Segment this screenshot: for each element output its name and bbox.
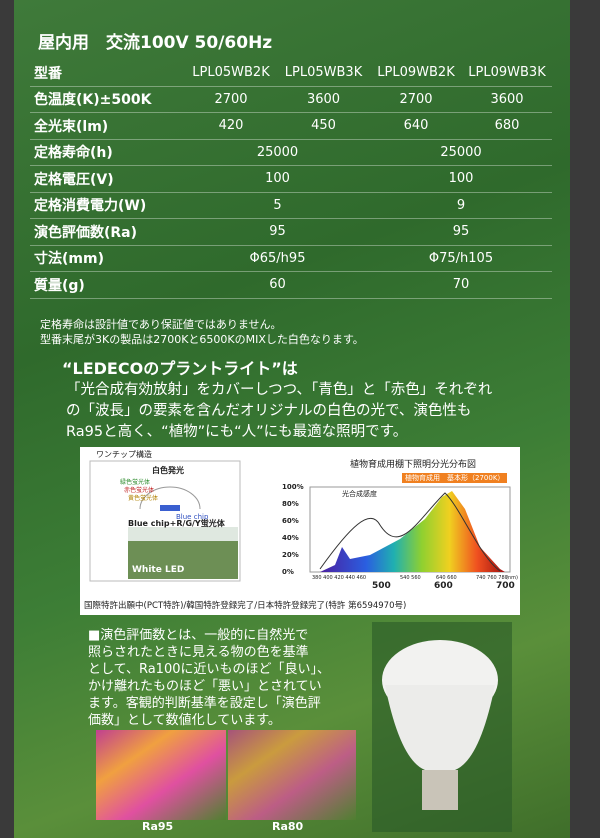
table-cell: 2700 (370, 87, 462, 113)
table-cell: 2700 (185, 87, 277, 113)
table-header: LPL09WB3K (462, 60, 552, 87)
diagram-panel: ワンチップ構造 白色発光 緑色蛍光体 赤色蛍光体 黄色蛍光体 Blue chip Blue … (80, 447, 520, 615)
ra-line: ■演色評価数とは、一般的に自然光で (88, 628, 309, 643)
x-tick-label: 380 400 420 440 460 (312, 575, 367, 581)
comparison-label: Ra95 (142, 820, 174, 833)
table-cell: Φ65/h95 (185, 246, 370, 272)
table-header: 型番 (30, 60, 185, 87)
note: 定格寿命は設計値であり保証値ではありません。 (40, 318, 282, 331)
legend: 光合成感度 (342, 490, 377, 498)
row-label: 演色評価数(Ra) (30, 219, 185, 246)
photo-light (128, 527, 238, 541)
phosphor: 緑色蛍光体 (120, 479, 151, 486)
table-header: LPL09WB2K (370, 60, 462, 87)
intro-line: Ra95と高く、“植物”にも“人”にも最適な照明です。 (66, 424, 408, 440)
table-cell: 70 (370, 272, 552, 299)
photo-label: White LED (132, 565, 185, 575)
intro-heading: “LEDECOのプラントライト”は (62, 359, 298, 378)
sensitivity-curve (319, 492, 501, 572)
table-cell: 60 (185, 272, 370, 299)
table-cell: 5 (185, 193, 370, 219)
x-tick-label: 700 (496, 581, 515, 591)
y-tick-label: 20% (282, 551, 299, 559)
table-cell: 680 (462, 113, 552, 140)
ra-line: 価数」として数値化しています。 (88, 713, 281, 728)
table-cell: 25000 (185, 140, 370, 166)
note: 型番末尾が3Kの製品は2700Kと6500KのMIXした白色なります。 (40, 333, 364, 346)
row-label: 全光束(lm) (30, 113, 185, 140)
chip (160, 505, 180, 511)
row-label: 定格消費電力(W) (30, 193, 185, 219)
ra-line: ます。客観的判断基準を設定し「演色評 (88, 696, 321, 711)
table-cell: 420 (185, 113, 277, 140)
y-tick-label: 60% (282, 517, 299, 525)
ra-line: かけ離れたものほど「悪い」とされてい (88, 679, 322, 694)
x-tick-label: (nm) (506, 575, 518, 581)
table-header: LPL05WB3K (277, 60, 370, 87)
row-label: 色温度(K)±500K (30, 87, 185, 113)
x-tick-label: 540 560 (400, 575, 421, 581)
phosphor: 黄色蛍光体 (128, 495, 159, 502)
row-label: 定格寿命(h) (30, 140, 185, 166)
row-label: 定格電圧(V) (30, 166, 185, 193)
phosphor: 赤色蛍光体 (124, 487, 155, 494)
table-cell: 100 (185, 166, 370, 193)
diagram-art (89, 460, 511, 582)
diagram-label: 白色発光 (152, 466, 184, 475)
table-cell: 9 (370, 193, 552, 219)
ra-line: 照らされたときに見える物の色を基準 (88, 645, 309, 660)
table-cell: 100 (370, 166, 552, 193)
spectrum-title: 植物育成用棚下照明分光分布図 (350, 460, 477, 470)
x-tick-label: 640 660 (436, 575, 457, 581)
table-header: LPL05WB2K (185, 60, 277, 87)
y-tick-label: 40% (282, 534, 299, 542)
table-cell: 3600 (462, 87, 552, 113)
chip-label: Blue chip (176, 513, 209, 521)
formula: Blue chip+R/G/Y蛍光体 (128, 519, 225, 528)
table-cell: 450 (277, 113, 370, 140)
patent: 国際特許出願中(PCT特許)/韓国特許登録完了/日本特許登録完了(特許 第659… (84, 601, 407, 611)
intro-line: 「光合成有効放射」をカバーしつつ、「青色」と「赤色」それぞれ (66, 382, 493, 398)
spectrum-area (320, 491, 505, 572)
title: 屋内用 交流100V 50/60Hz (38, 33, 273, 53)
y-tick-label: 80% (282, 500, 299, 508)
comparison-label: Ra80 (272, 820, 304, 833)
table-cell: 95 (185, 219, 370, 246)
table-cell: 640 (370, 113, 462, 140)
table-cell: Φ75/h105 (370, 246, 552, 272)
table-cell: 3600 (277, 87, 370, 113)
intro-line: の「波長」の要素を含んだオリジナルの白色の光で、演色性も (66, 403, 472, 419)
ra-line: として、Ra100に近いものほど「良い」、 (88, 662, 330, 677)
legend: 植物育成用 基本形（2700K） (402, 473, 508, 483)
x-tick-label: 740 760 780 (476, 575, 508, 581)
x-tick-label: 500 (372, 581, 391, 591)
table-cell: 25000 (370, 140, 552, 166)
diagram-caption: ワンチップ構造 (96, 450, 152, 459)
dome (139, 486, 201, 510)
row-label: 質量(g) (30, 272, 185, 299)
table-cell: 95 (370, 219, 552, 246)
row-label: 寸法(mm) (30, 246, 185, 272)
y-tick-label: 0% (282, 568, 294, 576)
x-tick-label: 600 (434, 581, 453, 591)
y-tick-label: 100% (282, 483, 304, 491)
